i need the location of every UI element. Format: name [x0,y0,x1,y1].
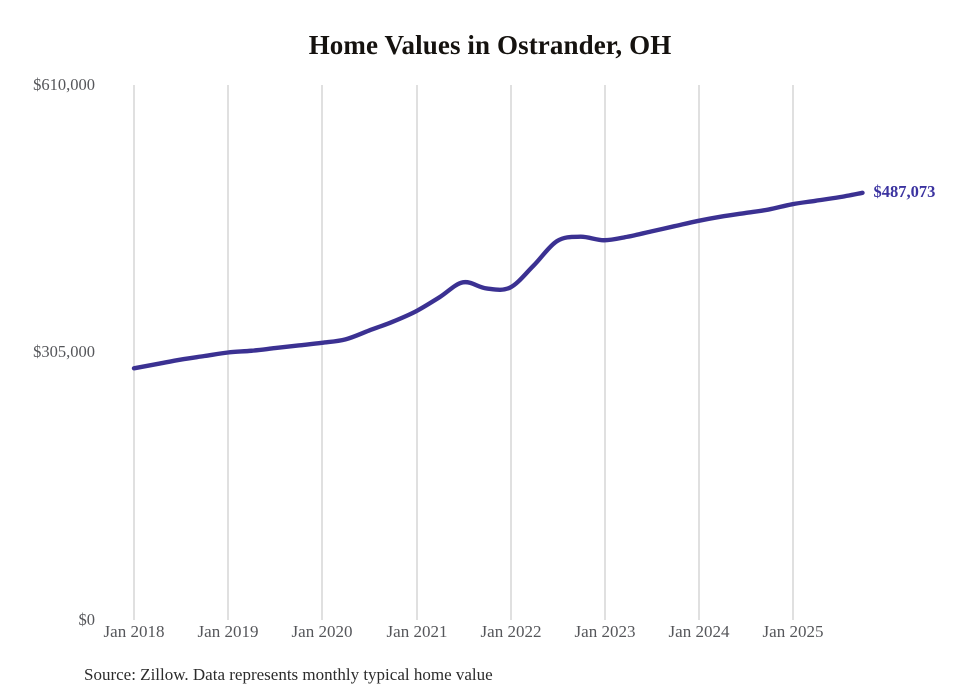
gridlines [133,85,794,620]
x-axis-tick-jan-2019: Jan 2019 [197,622,259,641]
series-line-typical-home-value [131,190,865,371]
y-axis-tick-610000: $610,000 [33,75,95,94]
x-axis-tick-jan-2022: Jan 2022 [480,622,542,641]
x-axis-tick-jan-2023: Jan 2023 [574,622,636,641]
x-axis-tick-jan-2024: Jan 2024 [668,622,730,641]
x-axis-tick-jan-2018: Jan 2018 [103,622,165,641]
chart-title: Home Values in Ostrander, OH [308,30,672,60]
end-value-annotation: $487,073 [873,181,936,201]
x-axis-tick-jan-2020: Jan 2020 [291,622,353,641]
x-axis-tick-jan-2025: Jan 2025 [762,622,824,641]
y-axis-tick-305000: $305,000 [33,342,95,361]
y-axis-tick-0: $0 [78,610,96,629]
source-note: Source: Zillow. Data represents monthly … [84,665,493,684]
x-axis-tick-jan-2021: Jan 2021 [386,622,448,641]
